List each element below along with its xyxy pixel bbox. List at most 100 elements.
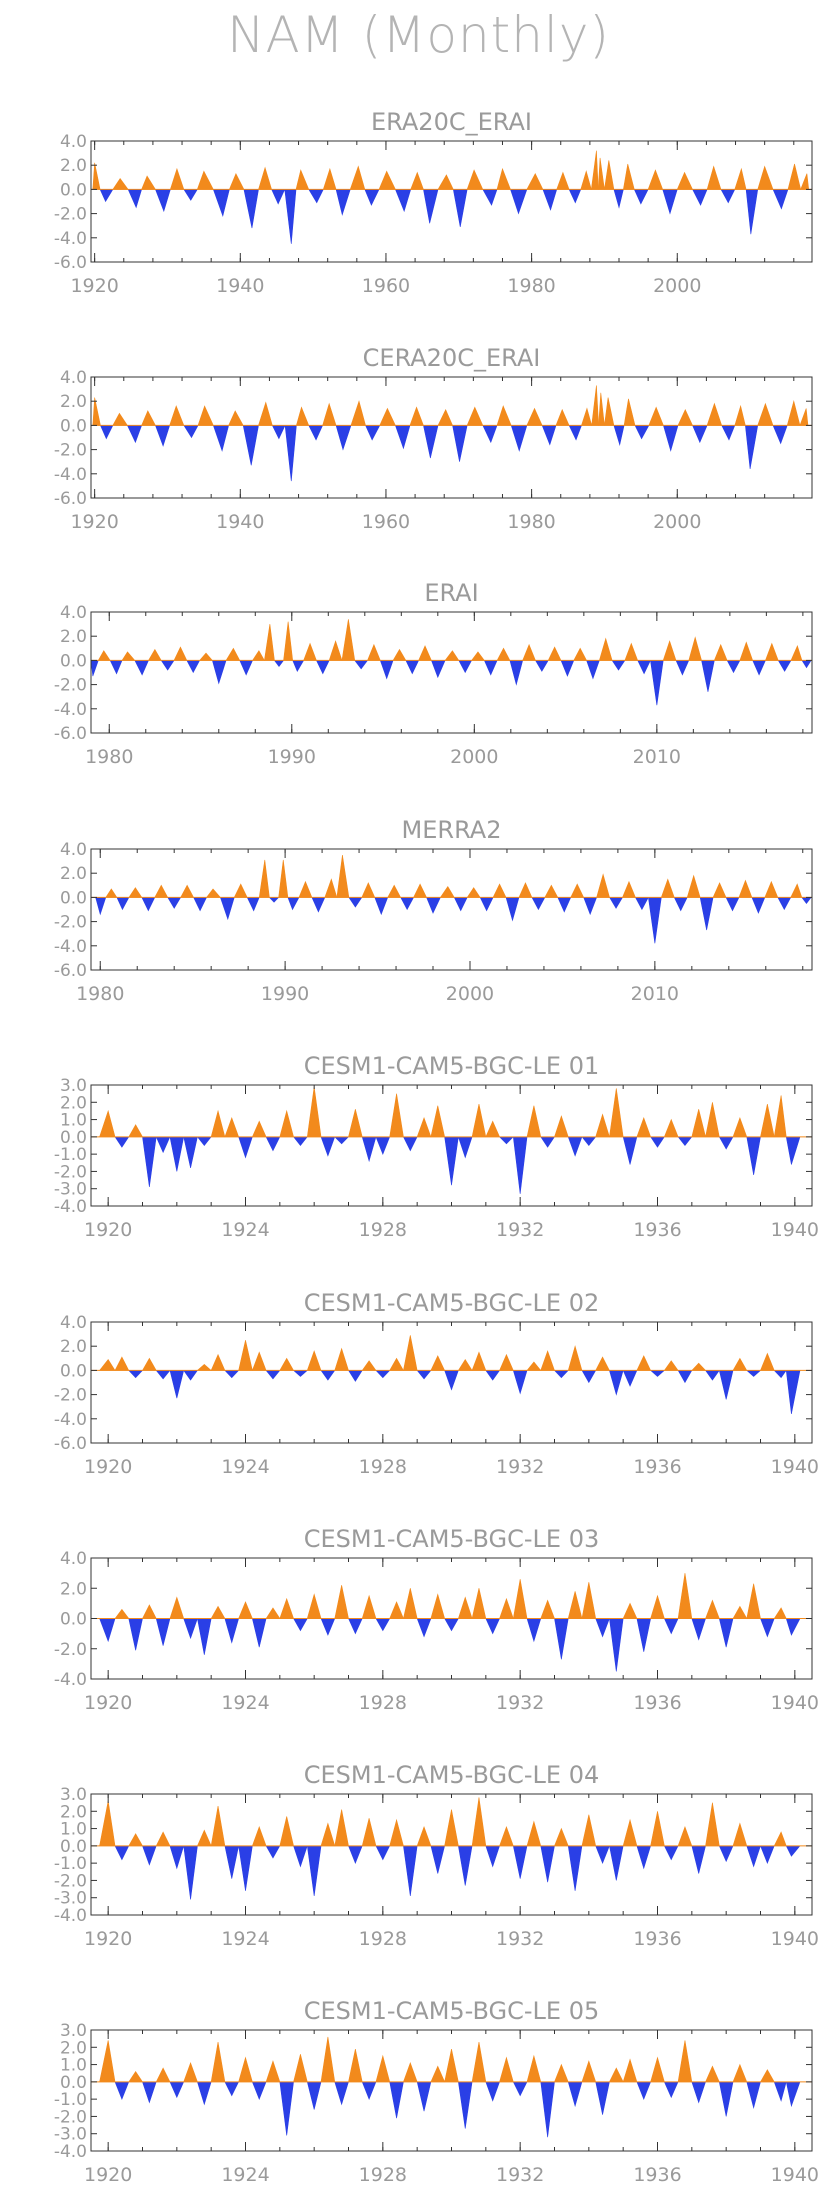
chart5-mark-7: [196, 1136, 212, 1146]
chart2-mark-46: [706, 402, 723, 426]
chart9-mark-35: [581, 2060, 597, 2083]
chart6-mark-50: [785, 1370, 801, 1415]
chart1-mark-18: [335, 189, 351, 216]
chart3-mark-19: [315, 660, 330, 675]
chart7-mark-4: [155, 1618, 171, 1646]
chart9-mark-0: [99, 2040, 116, 2083]
chart8-mark-15: [306, 1845, 322, 1897]
chart9-mark-32: [540, 2081, 555, 2138]
chart8-mark-50: [785, 1845, 801, 1857]
chart2-mark-44: [677, 408, 694, 426]
chart1-mark-50: [757, 165, 774, 190]
chart8-mark-10: [238, 1845, 253, 1891]
chart4-mark-50: [725, 897, 740, 912]
chart9-mark-17: [334, 2081, 349, 2106]
chart6-mark-30: [512, 1370, 528, 1395]
chart5-ylabel-2: 1.0: [60, 1111, 87, 1131]
chart5-mark-42: [677, 1136, 693, 1146]
chart9-mark-26: [458, 2081, 473, 2129]
chart4-ylabel-2: 0.0: [60, 888, 87, 908]
chart9-mark-24: [430, 2065, 446, 2083]
chart5-mark-35: [581, 1136, 597, 1146]
chart6-mark-49: [773, 1370, 787, 1379]
chart2-mark-53: [799, 408, 809, 426]
chart2-mark-47: [721, 425, 736, 441]
chart7-mark-8: [210, 1605, 226, 1619]
chart3-mark-30: [458, 660, 473, 674]
chart6-ylabel-5: -6.0: [54, 1434, 87, 1454]
chart5-title: CESM1-CAM5-BGC-LE 01: [304, 1052, 600, 1080]
chart2-mark-2: [112, 412, 128, 426]
chart7-mark-7: [197, 1618, 212, 1655]
chart5-ylabel-4: -1.0: [54, 1145, 87, 1165]
chart8-mark-32: [540, 1845, 555, 1883]
chart3-mark-16: [283, 621, 294, 661]
chart6-mark-44: [704, 1370, 720, 1381]
chart7-mark-44: [705, 1599, 720, 1619]
chart3-mark-6: [160, 660, 175, 671]
chart7-mark-18: [348, 1618, 363, 1635]
chart3-mark-44: [637, 660, 651, 675]
chart1-mark-35: [580, 170, 592, 190]
chart6-mark-25: [444, 1370, 459, 1391]
chart2-xlabel-3: 1980: [507, 511, 555, 533]
chart8-xlabel-4: 1936: [633, 1928, 681, 1950]
chart8-ylabel-6: -3.0: [54, 1889, 87, 1909]
chart8-ylabel-5: -2.0: [54, 1871, 87, 1891]
chart8-xlabel-1: 1924: [221, 1928, 269, 1950]
chart8-mark-31: [526, 1820, 542, 1847]
chart6-ylabel-2: 0.0: [60, 1361, 87, 1381]
chart5-mark-6: [183, 1136, 198, 1169]
chart3-mark-23: [367, 643, 381, 661]
chart4-mark-3: [128, 887, 143, 898]
chart7-ylabel-3: -2.0: [54, 1640, 87, 1660]
chart3-mark-3: [121, 651, 136, 661]
chart2-mark-32: [541, 425, 557, 446]
chart7-mark-27: [471, 1588, 487, 1619]
chart2-mark-50: [757, 402, 774, 426]
chart9-mark-8: [210, 2042, 226, 2083]
chart9-mark-33: [554, 2063, 569, 2083]
chart4-mark-32: [492, 883, 507, 898]
chart8-mark-48: [760, 1845, 775, 1864]
chart9-mark-29: [499, 2056, 514, 2083]
chart1-mark-43: [662, 189, 678, 215]
chart4-frame: [90, 848, 813, 971]
chart5-mark-49: [773, 1095, 787, 1138]
chart6-mark-33: [553, 1370, 569, 1379]
chart3-ylabel-1: 2.0: [60, 627, 87, 647]
chart8-xlabel-5: 1940: [771, 1928, 819, 1950]
chart2-mark-26: [452, 425, 468, 462]
chart5-mark-4: [155, 1136, 171, 1154]
chart9-mark-27: [471, 2042, 487, 2083]
chart6-mark-26: [457, 1358, 473, 1371]
chart5-mark-29: [498, 1136, 515, 1145]
chart3-mark-2: [109, 660, 123, 675]
chart6-mark-19: [361, 1360, 377, 1371]
chart1-mark-15: [295, 169, 310, 190]
chart4-mark-48: [699, 897, 714, 931]
chart8-xlabel-3: 1932: [496, 1928, 544, 1950]
chart9-mark-46: [732, 2063, 748, 2083]
chart6-mark-43: [691, 1362, 707, 1371]
chart4-mark-15: [278, 859, 289, 898]
chart2-ylabel-3: -2.0: [54, 441, 87, 461]
chart3-mark-40: [586, 660, 600, 680]
chart8-mark-47: [746, 1845, 761, 1868]
chart7-mark-15: [306, 1593, 322, 1619]
chart8-mark-29: [499, 1825, 514, 1847]
chart6-mark-18: [347, 1370, 363, 1382]
chart1-ylabel-5: -6.0: [54, 253, 87, 273]
chart7-mark-2: [128, 1618, 143, 1651]
chart4-mark-13: [258, 859, 270, 898]
chart6-mark-34: [567, 1345, 583, 1371]
chart8-mark-34: [567, 1845, 583, 1891]
chart1-title: ERA20C_ERAI: [371, 108, 532, 136]
chart5-mark-39: [636, 1116, 652, 1138]
chart3-mark-15: [273, 660, 285, 667]
chart3-mark-26: [405, 660, 420, 675]
chart9-mark-12: [265, 2060, 281, 2083]
chart9-frame: [90, 2029, 813, 2152]
chart5-mark-5: [169, 1136, 185, 1172]
chart9-ylabel-0: 3.0: [60, 2021, 87, 2041]
